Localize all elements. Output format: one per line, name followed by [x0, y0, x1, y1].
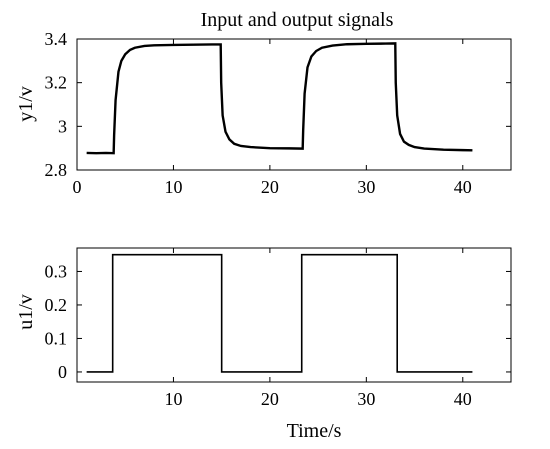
- y-tick-label: 3: [58, 116, 67, 136]
- plot-input-signal: 10 20 30 40 0 0.1 0.2 0.3: [45, 247, 512, 409]
- series-line-u1: [86, 253, 473, 373]
- x-tick-label: 20: [261, 389, 279, 409]
- x-tick-label: 10: [164, 177, 182, 197]
- plot-output-signal: 0 10 20 30 40 2.8 3 3.2 3.4: [45, 29, 512, 197]
- y-tick-label: 3.4: [45, 29, 68, 49]
- plot-frame: [76, 38, 512, 171]
- y-tick-label: 0.1: [45, 328, 68, 348]
- y-axis-label: u1/v: [15, 294, 37, 330]
- x-tick-label: 40: [454, 177, 472, 197]
- y-tick-label: 3.2: [45, 73, 68, 93]
- y-tick-label: 2.8: [45, 160, 68, 180]
- y-tick-label: 0.2: [45, 295, 68, 315]
- x-tick-label: 30: [357, 389, 375, 409]
- x-axis-label: Time/s: [287, 420, 342, 442]
- y-axis-label: y1/v: [15, 86, 37, 122]
- chart-title: Input and output signals: [201, 9, 394, 31]
- x-tick-label: 0: [73, 177, 82, 197]
- series-line-y1: [86, 42, 473, 155]
- x-tick-label: 20: [261, 177, 279, 197]
- y-tick-label: 0.3: [45, 261, 68, 281]
- x-tick-label: 40: [454, 389, 472, 409]
- x-tick-label: 10: [164, 389, 182, 409]
- plot-frame: [76, 247, 512, 383]
- y-tick-label: 0: [58, 362, 67, 382]
- x-tick-label: 30: [357, 177, 375, 197]
